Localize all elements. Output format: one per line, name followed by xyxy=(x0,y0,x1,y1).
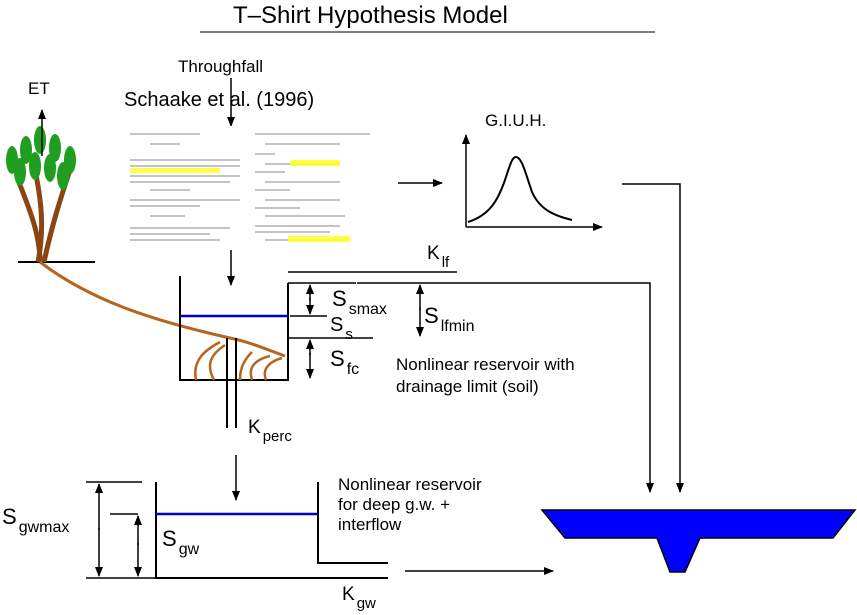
tree-root xyxy=(39,260,286,358)
paper-excerpt-image xyxy=(128,126,373,244)
river-channel-icon xyxy=(540,509,857,573)
soil-reservoir xyxy=(179,276,289,381)
gw-reservoir-desc-line1: Nonlinear reservoir xyxy=(338,475,482,494)
reference-label: Schaake et al. (1996) xyxy=(124,89,315,111)
gw-reservoir-desc-line2: for deep g.w. + xyxy=(338,495,450,514)
klf-outflow-line xyxy=(357,282,654,493)
et-label: ET xyxy=(28,79,50,98)
soil-reservoir-desc-line2: drainage limit (soil) xyxy=(396,377,539,396)
diagram-title: T–Shirt Hypothesis Model xyxy=(233,2,508,29)
throughfall-label: Throughfall xyxy=(178,57,264,76)
gw-storage-arrows xyxy=(95,483,142,577)
giuh-output-line xyxy=(622,183,684,493)
storage-arrows xyxy=(306,284,424,379)
tree-icon xyxy=(6,109,95,263)
gw-reservoir-desc-line3: interflow xyxy=(338,515,402,534)
gw-reservoir xyxy=(86,481,388,579)
soil-reservoir-desc-line1: Nonlinear reservoir with xyxy=(396,355,575,374)
giuh-label: G.I.U.H. xyxy=(485,111,547,130)
giuh-curve-plot xyxy=(462,134,603,231)
percolation-pipe xyxy=(226,338,237,428)
soil-level-lines xyxy=(288,271,457,339)
